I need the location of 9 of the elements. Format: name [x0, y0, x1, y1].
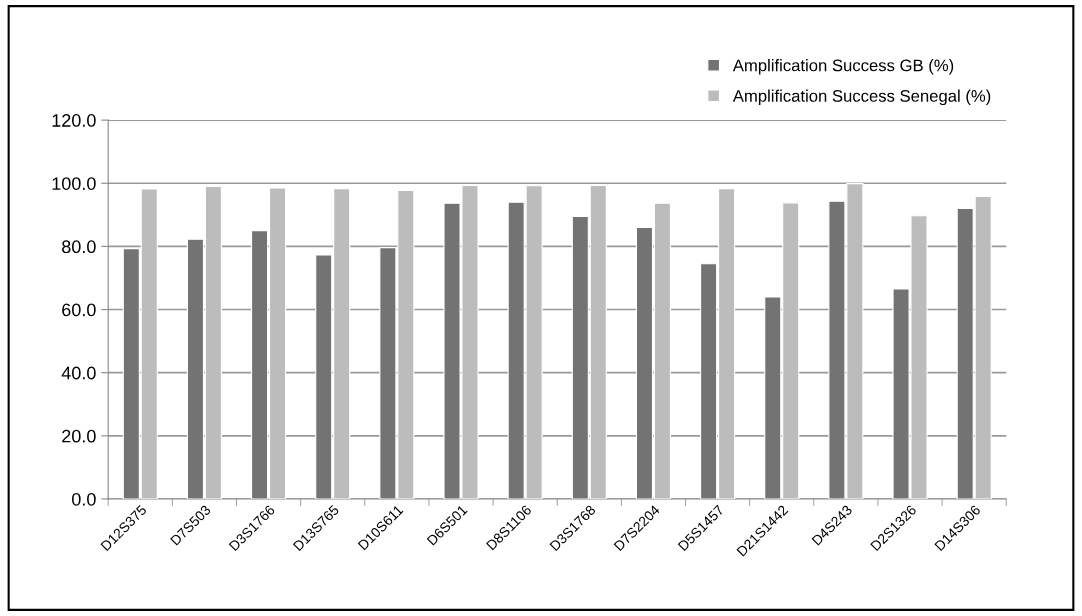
legend-label: Amplification Success GB (%) [732, 59, 954, 75]
legend-label: Amplification Success Senegal (%) [732, 89, 991, 106]
y-tick-label: 80.0 [62, 240, 96, 254]
y-tick-label: 60.0 [62, 303, 96, 317]
y-tick-label: 100.0 [52, 177, 96, 190]
y-tick-label: 20.0 [62, 429, 96, 443]
y-tick-label: 120.0 [52, 114, 96, 127]
y-tick-label: 40.0 [61, 366, 96, 380]
y-tick-label: 0.0 [72, 492, 96, 506]
